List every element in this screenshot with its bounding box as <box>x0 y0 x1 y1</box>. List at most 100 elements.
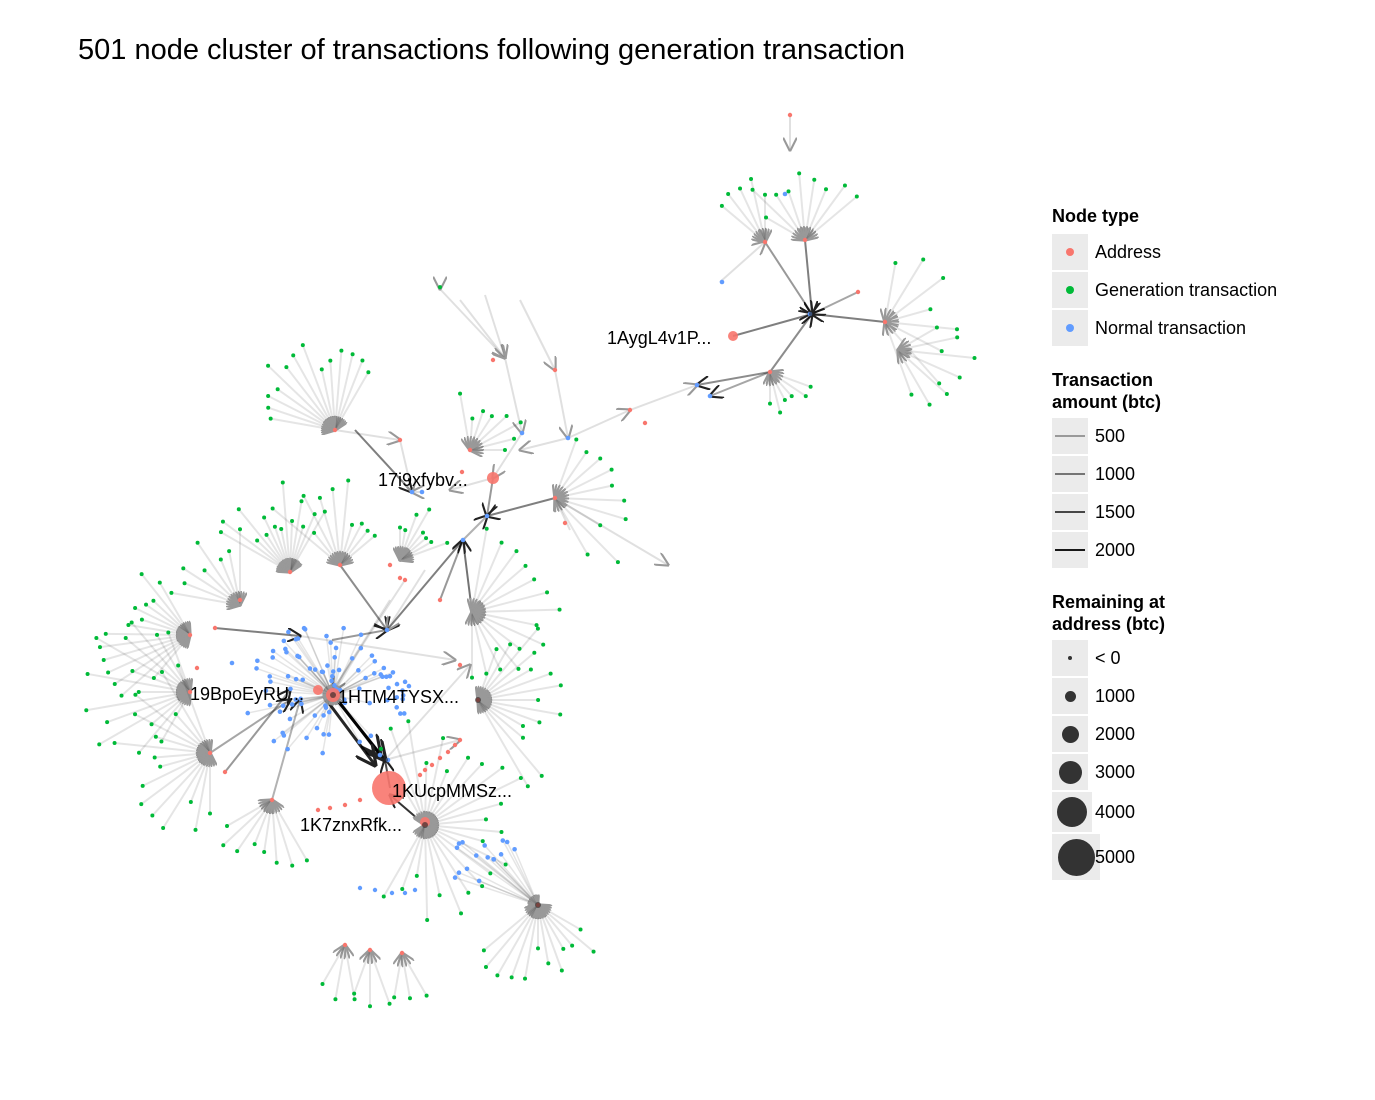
node-127 <box>129 620 134 625</box>
node-165 <box>520 735 525 740</box>
node-20 <box>937 381 942 386</box>
node-120 <box>105 720 110 725</box>
edge-34 <box>554 369 568 438</box>
node-232 <box>304 735 309 741</box>
node-156 <box>535 626 540 631</box>
node-294 <box>358 645 364 651</box>
edge-11 <box>387 539 464 630</box>
node-380 <box>399 950 405 956</box>
node-301 <box>381 665 387 671</box>
node-324 <box>452 875 458 880</box>
size-1000-icon <box>1064 690 1076 702</box>
edge-238 <box>425 825 427 921</box>
legend-key-1500 <box>1052 494 1088 530</box>
node-204 <box>270 506 275 511</box>
legend-label-r3000: 3000 <box>1095 761 1136 782</box>
node-252 <box>271 738 277 744</box>
node-81 <box>220 519 225 524</box>
size-lt0-icon <box>1068 656 1072 660</box>
node-270 <box>298 696 303 702</box>
node-190 <box>400 887 405 892</box>
node-352 <box>562 520 568 526</box>
node-201 <box>495 973 500 978</box>
node-75 <box>517 646 522 651</box>
node-17 <box>928 307 933 312</box>
edge-13 <box>439 540 463 601</box>
node-279 <box>363 675 368 681</box>
label-1aygl4v1p: 1AygL4v1P... <box>607 328 711 348</box>
edge-149 <box>99 635 190 649</box>
node-34 <box>268 416 273 421</box>
node-321 <box>473 853 479 858</box>
node-409 <box>438 285 442 290</box>
node-132 <box>188 800 193 805</box>
edge-49 <box>387 569 426 630</box>
node-194 <box>570 943 575 948</box>
edge-28 <box>567 410 630 439</box>
node-348 <box>397 437 403 443</box>
node-311 <box>400 688 405 693</box>
node-56 <box>574 437 579 442</box>
node-26 <box>944 391 949 396</box>
edge-36 <box>439 288 505 358</box>
node-290 <box>328 640 333 645</box>
node-400 <box>352 997 357 1002</box>
node-93 <box>322 509 327 514</box>
node-14 <box>893 260 898 265</box>
node-159 <box>548 671 553 676</box>
node-108 <box>169 590 174 595</box>
node-390 <box>565 435 571 441</box>
node-396 <box>384 627 390 633</box>
node-238 <box>320 750 325 756</box>
node-300 <box>342 700 348 706</box>
node-325 <box>504 839 510 845</box>
node-353 <box>467 447 473 453</box>
node-381 <box>357 797 363 803</box>
node-110 <box>181 566 186 571</box>
node-244 <box>263 688 269 694</box>
node-315 <box>402 679 408 685</box>
node-43 <box>328 358 333 363</box>
node-15 <box>921 257 926 262</box>
node-383 <box>327 805 333 811</box>
node-135 <box>139 802 144 807</box>
node-412 <box>313 685 323 695</box>
node-320 <box>456 841 462 846</box>
edge-376 <box>394 953 402 998</box>
node-33 <box>768 401 772 406</box>
address-dot-icon <box>1066 248 1074 256</box>
node-53 <box>518 420 523 425</box>
node-264 <box>285 673 291 679</box>
node-233 <box>267 674 273 679</box>
edge-150 <box>105 634 190 635</box>
edge-29 <box>629 385 697 411</box>
node-249 <box>267 702 273 708</box>
node-97 <box>106 670 111 675</box>
node-102 <box>139 617 144 622</box>
node-124 <box>130 669 135 674</box>
line-1500-icon <box>1055 511 1085 513</box>
node-302 <box>406 683 412 689</box>
legend-key-2000 <box>1052 532 1088 568</box>
edge-3 <box>764 241 812 314</box>
edge-10 <box>462 516 487 541</box>
node-388 <box>694 382 700 388</box>
node-62 <box>623 517 628 522</box>
edge-31 <box>450 477 494 490</box>
edge-46 <box>299 635 455 660</box>
node-245 <box>254 666 259 671</box>
node-170 <box>406 719 411 724</box>
legend-key-r1000 <box>1052 678 1088 714</box>
node-109 <box>182 581 187 586</box>
node-271 <box>286 629 291 635</box>
node-340 <box>855 289 861 295</box>
node-421 <box>475 697 481 703</box>
node-338 <box>762 239 768 245</box>
node-84 <box>264 532 269 537</box>
node-38 <box>266 363 271 368</box>
node-332 <box>357 885 363 891</box>
node-265 <box>369 653 375 658</box>
node-185 <box>466 890 471 895</box>
node-272 <box>326 709 332 715</box>
node-8 <box>854 194 859 199</box>
